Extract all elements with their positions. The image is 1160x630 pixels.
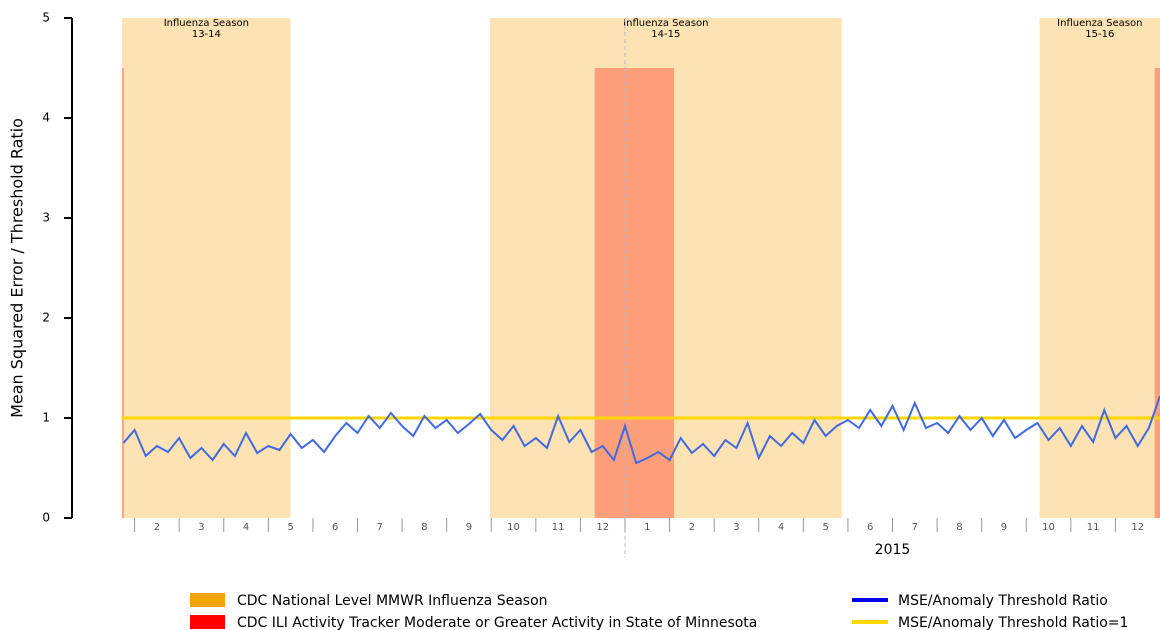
activity-band <box>122 68 124 518</box>
y-tick-label: 5 <box>42 11 50 25</box>
season-band <box>1039 18 1160 518</box>
x-tick-label: 10 <box>1042 522 1055 533</box>
x-tick-label: 2 <box>689 522 695 533</box>
x-tick-label: 11 <box>1087 522 1100 533</box>
season-label: Influenza Season <box>164 18 249 29</box>
legend-label: MSE/Anomaly Threshold Ratio <box>898 593 1108 609</box>
y-tick-label: 0 <box>42 511 50 525</box>
season-label: Influenza Season <box>1057 18 1142 29</box>
season-period: 15-16 <box>1085 29 1114 40</box>
activity-band <box>1154 68 1160 518</box>
x-tick-label: 8 <box>956 522 962 533</box>
y-tick-label: 4 <box>42 111 50 125</box>
legend-label: MSE/Anomaly Threshold Ratio=1 <box>898 615 1128 630</box>
legend-label: CDC National Level MMWR Influenza Season <box>237 593 548 609</box>
x-tick-label: 7 <box>377 522 383 533</box>
y-axis-label: Mean Squared Error / Threshold Ratio <box>8 118 27 418</box>
season-band <box>122 18 291 518</box>
x-tick-label: 6 <box>867 522 873 533</box>
y-tick-label: 2 <box>42 311 50 325</box>
x-tick-label: 2 <box>154 522 160 533</box>
season-label: Influenza Season <box>623 18 708 29</box>
x-tick-label: 4 <box>778 522 784 533</box>
legend-swatch <box>190 615 225 629</box>
x-tick-label: 5 <box>287 522 293 533</box>
x-tick-label: 1 <box>644 522 650 533</box>
x-tick-label: 5 <box>822 522 828 533</box>
x-tick-label: 8 <box>421 522 427 533</box>
x-tick-label: 9 <box>466 522 472 533</box>
x-tick-label: 12 <box>1131 522 1144 533</box>
x-tick-label: 6 <box>332 522 338 533</box>
legend-swatch <box>190 593 225 607</box>
y-tick-label: 3 <box>42 211 50 225</box>
data-line <box>122 395 1160 465</box>
x-tick-label: 9 <box>1001 522 1007 533</box>
activity-band <box>594 68 675 518</box>
year-label: 2015 <box>875 542 911 558</box>
legend-label: CDC ILI Activity Tracker Moderate or Gre… <box>237 615 757 630</box>
x-tick-label: 3 <box>198 522 204 533</box>
x-tick-label: 11 <box>552 522 565 533</box>
x-tick-label: 12 <box>596 522 609 533</box>
x-tick-label: 10 <box>507 522 520 533</box>
x-tick-label: 3 <box>733 522 739 533</box>
x-tick-label: 4 <box>243 522 249 533</box>
x-tick-label: 7 <box>912 522 918 533</box>
season-period: 13-14 <box>192 29 221 40</box>
y-tick-label: 1 <box>42 411 50 425</box>
season-period: 14-15 <box>651 29 680 40</box>
